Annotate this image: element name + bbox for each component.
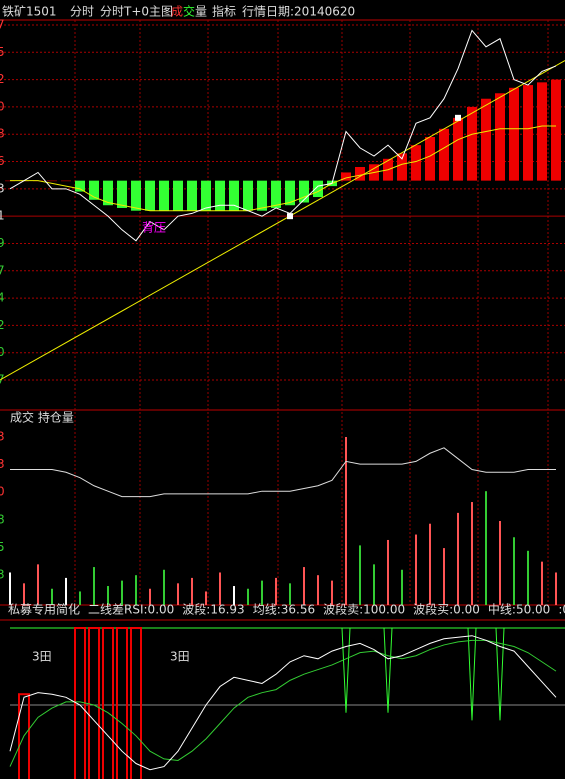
y-tick-label: 6 [0, 154, 5, 168]
y-tick-label: 1 [0, 209, 5, 223]
tab[interactable]: 分时 [70, 5, 94, 19]
readout: 均线:36.56 [253, 603, 315, 617]
average-line [10, 125, 556, 212]
band-bar [117, 180, 127, 208]
band-bar [173, 180, 183, 211]
y-tick-label: 9 [0, 236, 5, 250]
band-bar [341, 172, 351, 181]
y-tick-label: 0 [0, 485, 5, 499]
band-bar [453, 117, 463, 181]
open-interest-line [10, 447, 556, 498]
header: 铁矿1501 分时 分时T+0主图 成 交 量 指标 行情日期:20140620 [2, 4, 355, 19]
band-bar [271, 180, 281, 208]
y-tick-label: 7 [0, 373, 5, 387]
label: 3田 [32, 650, 52, 664]
signal-bar [116, 627, 128, 779]
label: 3田 [170, 650, 190, 664]
y-tick-label: 3 [0, 457, 5, 471]
band-bar [481, 98, 491, 181]
band-bar [299, 180, 309, 203]
band-bar [411, 145, 421, 181]
y-tick-label: 0 [0, 345, 5, 359]
y-tick-label: 8 [0, 512, 5, 526]
band-bar [201, 180, 211, 211]
band-bar [523, 85, 533, 181]
band-bar [131, 180, 141, 211]
band-bar [537, 82, 547, 181]
green-line [9, 639, 557, 767]
band-bar [257, 180, 267, 211]
y-tick-label: 3 [0, 181, 5, 195]
spike [495, 627, 505, 721]
band-bar [243, 180, 253, 211]
y-tick-label: 0 [0, 99, 5, 113]
signal-bar [88, 627, 100, 779]
y-tick-label: 8 [0, 127, 5, 141]
band-bar [313, 180, 323, 198]
panel-title: 成交 持仓量 [10, 410, 74, 425]
y-tick-label: 5 [0, 540, 5, 554]
tab[interactable]: 指标 [212, 4, 236, 19]
y-tick-label: 5 [0, 45, 5, 59]
band-bar [159, 180, 169, 211]
marker [287, 213, 293, 220]
band-bar [187, 180, 197, 211]
band-bar [103, 180, 113, 206]
signal-bar [130, 627, 142, 779]
readout: 波段:16.93 [182, 602, 244, 617]
y-tick-label: 7 [0, 18, 5, 32]
band-bar [551, 79, 561, 181]
band-bar [215, 180, 225, 211]
readout: 波段卖:100.00 [323, 602, 405, 617]
readout: :0.00 [558, 603, 565, 617]
signal-bar [18, 693, 30, 779]
signal-bar [74, 627, 86, 779]
white-line [9, 635, 557, 771]
y-tick-label: 3 [0, 568, 5, 582]
date: 行情日期:20140620 [242, 5, 355, 19]
trend-line [0, 60, 565, 381]
symbol: 铁矿1501 [2, 5, 57, 19]
band-bar [425, 136, 435, 181]
tab[interactable]: 分时T+0主图 [100, 5, 173, 19]
band-bar [509, 87, 519, 181]
readout: 中线:50.00 [488, 602, 550, 617]
spike [467, 627, 477, 721]
readout: 二线差RSI:0.00 [88, 603, 174, 617]
readout: 私募专用简化 [8, 602, 80, 617]
marker [455, 114, 461, 121]
band-bar [75, 180, 85, 192]
band-bar [229, 180, 239, 211]
band-bar [145, 180, 155, 211]
band-bar [397, 153, 407, 181]
plots: 7 5 2 0 8 6 3 1 9 7 4 2 0 7 背压 3 3 0 8 5 3 私募专用简化 二线差RSI:0.00 波… [0, 18, 565, 779]
readout: 波段买:0.00 [413, 602, 480, 617]
signal-bar [102, 627, 114, 779]
y-tick-label: 2 [0, 72, 5, 86]
band-bar [89, 180, 99, 200]
spike [341, 627, 351, 713]
y-tick-label: 3 [0, 430, 5, 444]
band-bar [61, 180, 71, 182]
tab[interactable]: 成 [171, 5, 183, 19]
tab[interactable]: 量 [195, 5, 207, 19]
band-bar [439, 128, 449, 181]
band-bar [47, 180, 57, 182]
band-bar [285, 180, 295, 206]
tab[interactable]: 交 [183, 4, 195, 19]
band-bar [467, 106, 477, 181]
band-bar [355, 167, 365, 181]
annotation: 背压 [142, 221, 166, 235]
band-bar [495, 93, 505, 181]
y-tick-label: 7 [0, 263, 5, 277]
y-tick-label: 4 [0, 291, 5, 305]
price-line [9, 29, 557, 242]
y-tick-label: 2 [0, 318, 5, 332]
